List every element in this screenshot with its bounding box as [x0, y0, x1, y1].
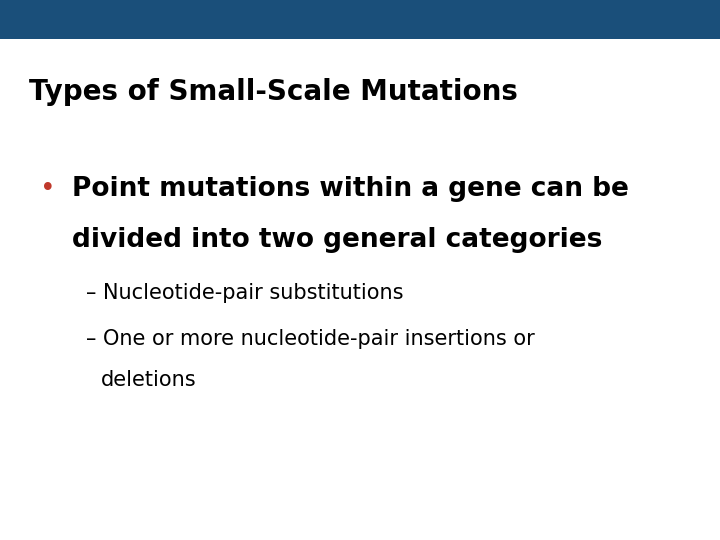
- Text: deletions: deletions: [101, 370, 197, 390]
- Text: Types of Small-Scale Mutations: Types of Small-Scale Mutations: [29, 78, 518, 106]
- Text: – One or more nucleotide-pair insertions or: – One or more nucleotide-pair insertions…: [86, 329, 535, 349]
- Text: divided into two general categories: divided into two general categories: [72, 227, 603, 253]
- Bar: [0, 0, 720, 39]
- Text: •: •: [40, 176, 55, 201]
- Text: Point mutations within a gene can be: Point mutations within a gene can be: [72, 176, 629, 201]
- Text: – Nucleotide-pair substitutions: – Nucleotide-pair substitutions: [86, 284, 404, 303]
